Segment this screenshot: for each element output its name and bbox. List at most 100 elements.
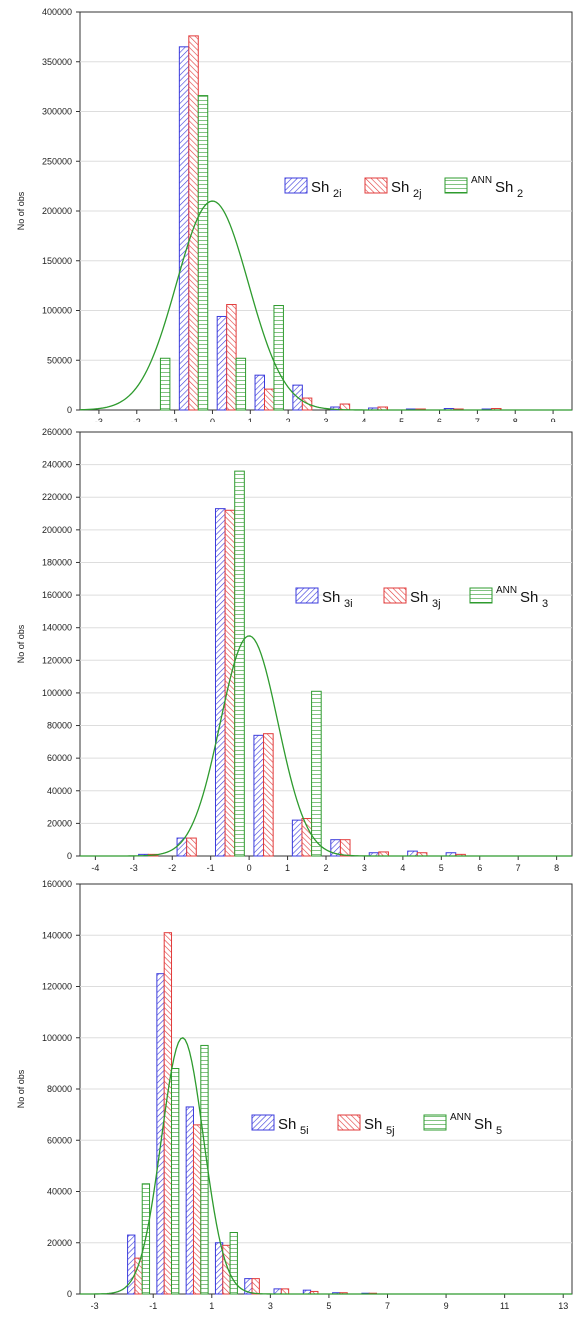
y-tick-label: 140000 xyxy=(42,623,72,633)
normal-fit-curve xyxy=(79,200,572,411)
bar xyxy=(254,374,266,411)
bar xyxy=(156,973,165,1295)
legend-label: Sh xyxy=(495,179,513,196)
bar xyxy=(216,315,228,411)
legend-label: Sh xyxy=(474,1116,492,1133)
y-tick-label: 120000 xyxy=(42,982,72,992)
legend-swatch xyxy=(284,177,308,194)
legend-superscript: ANN xyxy=(471,175,492,186)
y-tick-label: 0 xyxy=(67,851,72,861)
x-tick-label: 3 xyxy=(268,1301,273,1311)
y-tick-label: 140000 xyxy=(42,930,72,940)
x-tick-label: 7 xyxy=(475,417,480,422)
y-tick-label: 100000 xyxy=(42,688,72,698)
legend-label: Sh xyxy=(311,179,329,196)
normal-fit-curve xyxy=(80,635,572,857)
bar xyxy=(185,1106,194,1295)
legend-label: Sh xyxy=(278,1116,296,1133)
legend-swatch xyxy=(251,1114,275,1131)
bar xyxy=(197,95,209,411)
bar xyxy=(263,733,274,857)
y-tick-label: 20000 xyxy=(47,818,72,828)
legend-subscript: 2i xyxy=(333,188,342,200)
x-tick-label: -1 xyxy=(207,863,215,872)
bar xyxy=(273,305,284,411)
legend-entry: ANN Sh 2 xyxy=(444,175,523,200)
y-tick-label: 160000 xyxy=(42,590,72,600)
bar xyxy=(186,837,197,857)
histogram-chart-3: 0 20000 40000 60000 80000 100000 120000 140000 1… xyxy=(16,879,573,1311)
legend-subscript: 5i xyxy=(300,1125,309,1137)
legend-subscript: 2 xyxy=(517,188,523,200)
y-tick-label: 240000 xyxy=(42,460,72,470)
y-tick-label: 60000 xyxy=(47,1135,72,1145)
bar xyxy=(264,388,275,411)
x-tick-label: 7 xyxy=(516,863,521,872)
x-tick-label: 8 xyxy=(513,417,518,422)
legend-label: Sh xyxy=(364,1116,382,1133)
chart-panel-1: 0 50000 100000 150000 200000 250000 300000 3500… xyxy=(0,0,577,422)
bar xyxy=(214,508,226,857)
histogram-chart-1: 0 50000 100000 150000 200000 250000 300000 3500… xyxy=(16,7,573,422)
x-tick-label: 4 xyxy=(400,863,405,872)
y-tick-label: 0 xyxy=(67,1289,72,1299)
chart-panel-3: 0 20000 40000 60000 80000 100000 120000 140000 1… xyxy=(0,872,577,1325)
legend-swatch xyxy=(469,587,493,604)
x-tick-label: -2 xyxy=(133,417,141,422)
legend-entry: Sh 5i xyxy=(251,1114,309,1137)
legend-subscript: 5j xyxy=(386,1125,395,1137)
x-tick-label: 5 xyxy=(439,863,444,872)
bar xyxy=(226,304,237,411)
y-tick-label: 100000 xyxy=(42,306,72,316)
legend-swatch xyxy=(383,587,407,604)
legend-subscript: 3i xyxy=(344,598,353,610)
x-tick-label: 6 xyxy=(477,863,482,872)
y-tick-label: 220000 xyxy=(42,492,72,502)
x-tick-label: -3 xyxy=(95,417,103,422)
x-tick-label: -4 xyxy=(91,863,99,872)
x-tick-label: -3 xyxy=(130,863,138,872)
bar xyxy=(224,509,236,857)
x-tick-label: 2 xyxy=(323,863,328,872)
x-tick-label: 0 xyxy=(247,863,252,872)
bar xyxy=(235,357,247,411)
x-tick-label: 2 xyxy=(286,417,291,422)
legend-subscript: 5 xyxy=(496,1125,502,1137)
bar xyxy=(280,1288,290,1295)
legend-subscript: 2j xyxy=(413,188,422,200)
bar xyxy=(273,1288,282,1295)
legend-label: Sh xyxy=(520,589,538,606)
bar xyxy=(339,839,351,857)
x-tick-label: 9 xyxy=(551,417,556,422)
y-tick-label: 0 xyxy=(67,405,72,415)
legend-subscript: 3j xyxy=(432,598,441,610)
y-tick-label: 160000 xyxy=(42,879,72,889)
x-tick-label: -3 xyxy=(91,1301,99,1311)
legend-swatch xyxy=(364,177,388,194)
x-tick-label: 1 xyxy=(285,863,290,872)
legend-swatch xyxy=(423,1114,447,1131)
y-axis-label: No of obs xyxy=(16,624,26,663)
y-tick-label: 200000 xyxy=(42,206,72,216)
y-tick-label: 180000 xyxy=(42,557,72,567)
bar xyxy=(407,850,418,857)
y-tick-label: 50000 xyxy=(47,355,72,365)
bar xyxy=(253,734,265,857)
bar xyxy=(200,1044,209,1295)
legend-label: Sh xyxy=(410,589,428,606)
bar xyxy=(159,357,171,411)
bar xyxy=(127,1234,136,1295)
bar xyxy=(301,817,313,857)
x-tick-label: -2 xyxy=(168,863,176,872)
y-tick-label: 200000 xyxy=(42,525,72,535)
legend-swatch xyxy=(337,1114,361,1131)
x-tick-label: 11 xyxy=(500,1301,509,1311)
x-tick-label: 5 xyxy=(399,417,404,422)
x-tick-label: 6 xyxy=(437,417,442,422)
normal-fit-curve xyxy=(80,1037,572,1295)
bar xyxy=(251,1278,260,1295)
x-tick-label: 1 xyxy=(209,1301,214,1311)
chart-panel-2: 0 20000 40000 60000 80000 100000 120000 140000 1… xyxy=(0,422,577,872)
bar xyxy=(178,46,190,411)
bar xyxy=(192,1124,202,1295)
